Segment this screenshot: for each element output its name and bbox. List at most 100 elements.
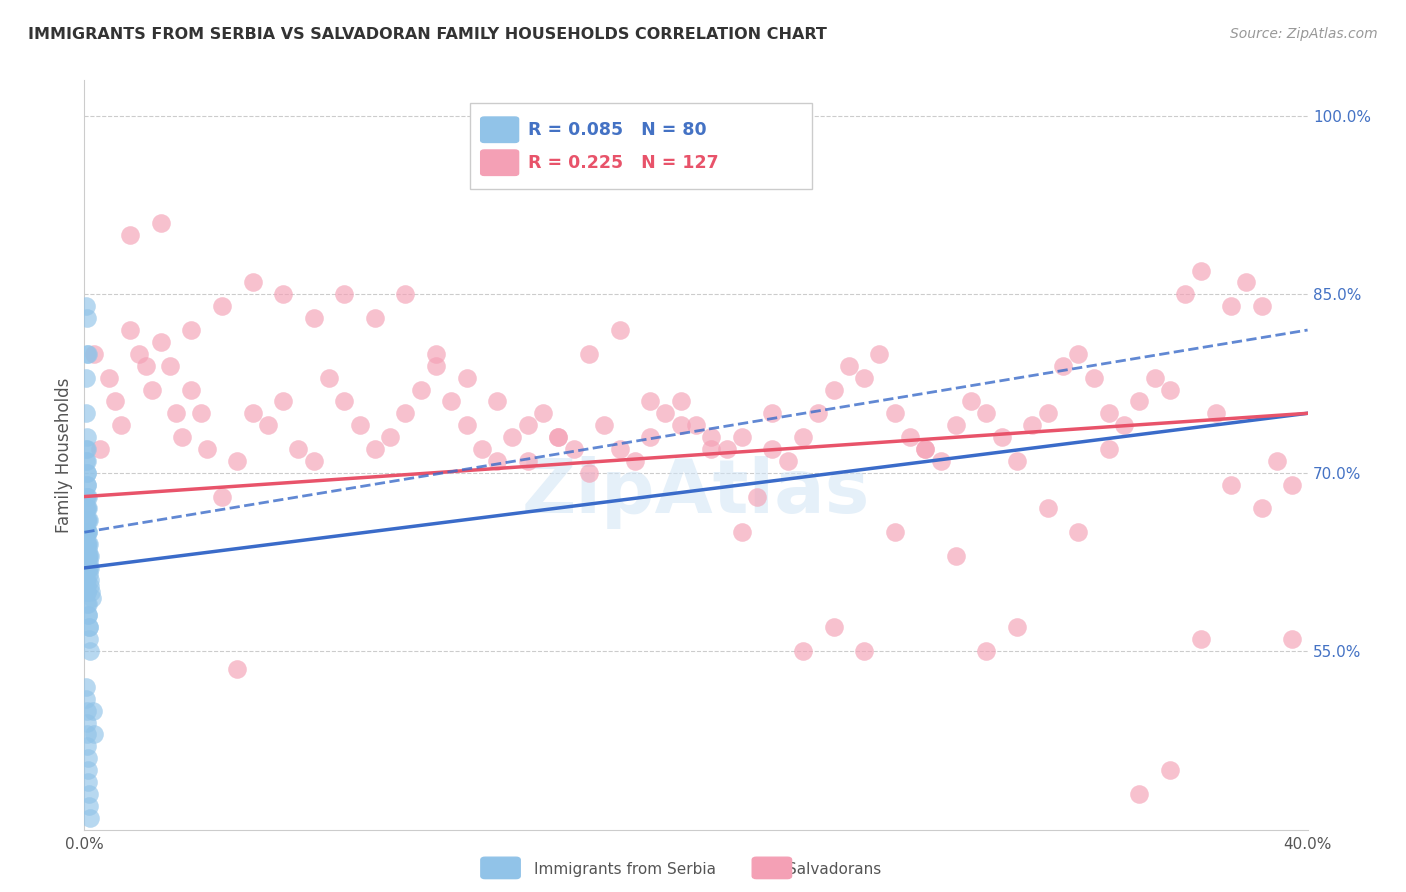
Point xyxy=(180,383,202,397)
Point xyxy=(1098,406,1121,420)
Point xyxy=(823,620,845,634)
Point xyxy=(77,763,100,777)
Point xyxy=(486,454,509,468)
Point xyxy=(409,383,432,397)
Point xyxy=(1083,370,1105,384)
Point xyxy=(77,620,100,634)
Text: IMMIGRANTS FROM SERBIA VS SALVADORAN FAMILY HOUSEHOLDS CORRELATION CHART: IMMIGRANTS FROM SERBIA VS SALVADORAN FAM… xyxy=(28,27,827,42)
Point xyxy=(77,566,100,581)
Point xyxy=(76,477,98,491)
Point xyxy=(593,418,616,433)
Point xyxy=(364,442,387,456)
Point xyxy=(76,311,98,326)
Point xyxy=(190,406,212,420)
Point xyxy=(1143,370,1166,384)
Point xyxy=(77,798,100,813)
Point xyxy=(333,287,356,301)
Point xyxy=(1250,299,1272,313)
Point xyxy=(380,430,402,444)
Point xyxy=(76,549,98,563)
Point xyxy=(76,525,98,540)
Point xyxy=(960,394,983,409)
Point xyxy=(76,584,98,599)
Point xyxy=(76,430,98,444)
Point xyxy=(75,525,97,540)
Point xyxy=(914,442,936,456)
Point xyxy=(159,359,181,373)
Point xyxy=(1281,477,1303,491)
Point xyxy=(77,561,100,575)
Point xyxy=(83,727,105,741)
Point xyxy=(75,501,97,516)
Point xyxy=(77,347,100,361)
Point xyxy=(75,525,97,540)
Point xyxy=(110,418,132,433)
Point xyxy=(77,620,100,634)
Point xyxy=(77,608,100,623)
Point xyxy=(257,418,280,433)
Point xyxy=(547,430,569,444)
Point xyxy=(1220,299,1243,313)
Point xyxy=(456,370,478,384)
Point xyxy=(79,579,101,593)
Point xyxy=(349,418,371,433)
Point xyxy=(945,549,967,563)
Point xyxy=(1067,525,1090,540)
Point xyxy=(76,579,98,593)
Point xyxy=(77,549,100,563)
Point xyxy=(731,430,754,444)
Point xyxy=(242,276,264,290)
Point xyxy=(76,537,98,551)
Point xyxy=(1189,632,1212,647)
Point xyxy=(792,430,814,444)
Point xyxy=(76,751,98,765)
Point xyxy=(76,347,98,361)
Point xyxy=(76,549,98,563)
Point xyxy=(77,555,100,569)
Point xyxy=(75,454,97,468)
Point xyxy=(1220,477,1243,491)
Point xyxy=(76,466,98,480)
Point xyxy=(1036,501,1059,516)
Point xyxy=(578,347,600,361)
Point xyxy=(883,406,905,420)
Point xyxy=(75,299,97,313)
Point xyxy=(562,442,585,456)
Point xyxy=(1174,287,1197,301)
Point xyxy=(77,543,100,558)
Point xyxy=(761,442,783,456)
Point xyxy=(516,454,538,468)
Point xyxy=(76,573,98,587)
Point xyxy=(76,537,98,551)
Point xyxy=(1281,632,1303,647)
Point xyxy=(271,287,294,301)
Point xyxy=(394,287,416,301)
Point xyxy=(792,644,814,658)
Point xyxy=(83,347,105,361)
Point xyxy=(77,537,100,551)
Point xyxy=(76,490,98,504)
Point xyxy=(76,525,98,540)
Point xyxy=(302,311,325,326)
Point xyxy=(394,406,416,420)
Point xyxy=(761,406,783,420)
Point xyxy=(76,454,98,468)
Point xyxy=(1159,383,1181,397)
Point xyxy=(76,584,98,599)
Point xyxy=(747,490,769,504)
Point xyxy=(77,501,100,516)
Point xyxy=(79,644,101,658)
Point xyxy=(1265,454,1288,468)
Point xyxy=(195,442,218,456)
Point xyxy=(776,454,799,468)
Point xyxy=(75,680,97,694)
Point xyxy=(82,704,104,718)
Point xyxy=(77,525,100,540)
Point xyxy=(318,370,340,384)
Point xyxy=(76,513,98,527)
Point xyxy=(97,370,120,384)
Point xyxy=(75,370,97,384)
Point xyxy=(76,466,98,480)
Text: Salvadorans: Salvadorans xyxy=(787,863,882,877)
Point xyxy=(77,787,100,801)
